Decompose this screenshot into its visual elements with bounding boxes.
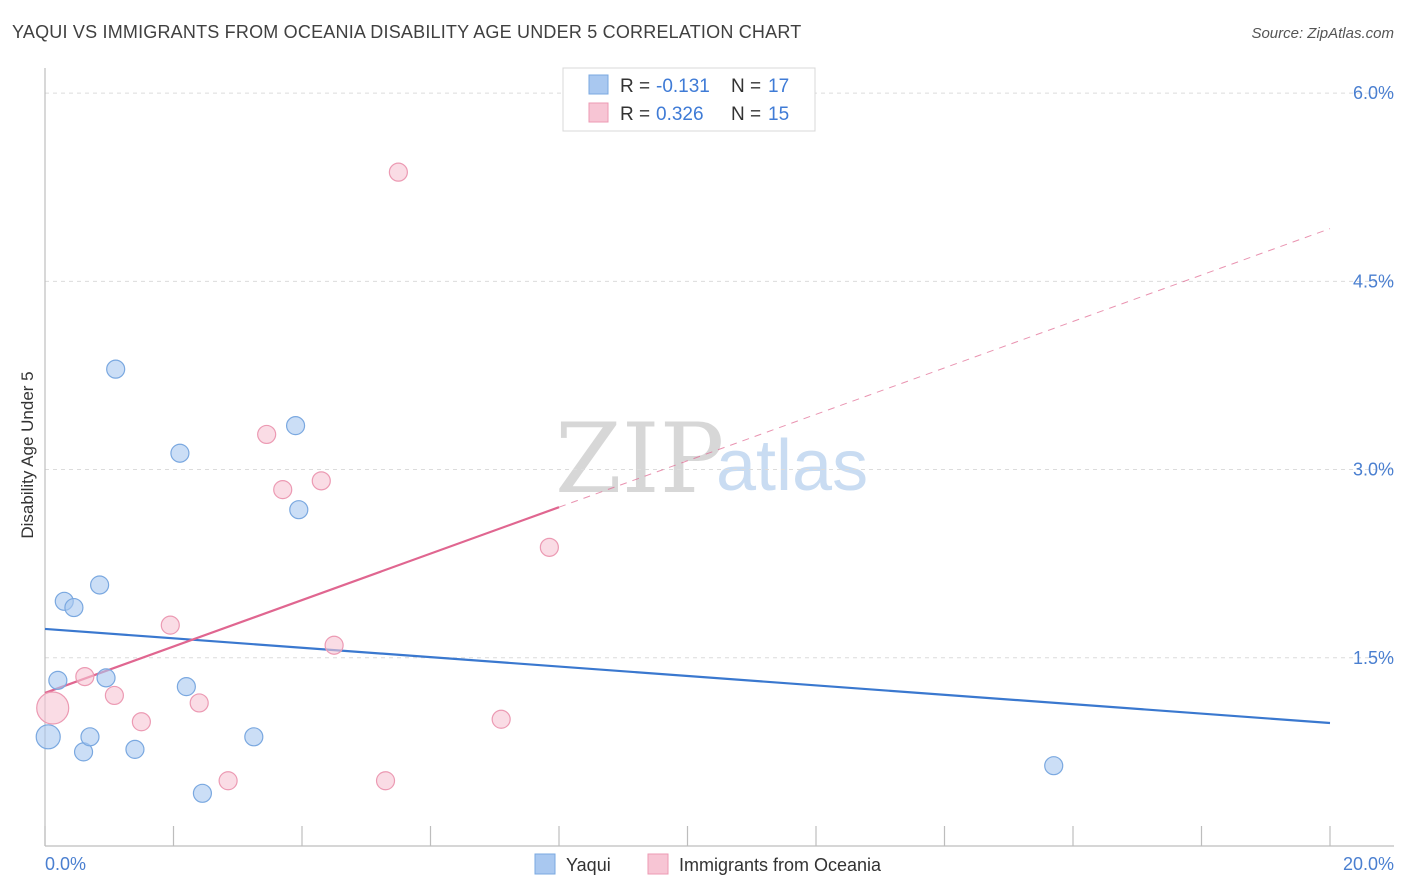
point-yaqui: [285, 416, 306, 436]
point-oceania: [539, 537, 559, 557]
point-oceania: [160, 615, 180, 635]
point-oceania: [257, 424, 277, 445]
point-oceania: [189, 693, 209, 713]
series-legend-label-yaqui: Yaqui: [566, 855, 611, 875]
point-yaqui: [1044, 756, 1064, 776]
point-yaqui: [125, 739, 145, 759]
legend-r-label-oceania: R =: [620, 104, 650, 125]
point-oceania: [324, 635, 344, 655]
data-points: [35, 162, 1064, 803]
x-tick-label-max: 20.0%: [1343, 854, 1394, 874]
legend-swatch-yaqui: [588, 74, 609, 95]
point-oceania: [311, 471, 331, 491]
point-oceania: [491, 709, 511, 729]
trend-line-extension-1: [558, 228, 1331, 508]
series-legend-swatch-yaqui: [534, 853, 556, 875]
point-yaqui: [80, 727, 100, 747]
watermark-zip: ZIP: [555, 403, 724, 515]
trend-line-1: [44, 506, 560, 694]
point-oceania: [375, 771, 396, 791]
point-oceania: [36, 691, 70, 725]
point-yaqui: [244, 727, 264, 747]
point-yaqui: [48, 670, 68, 690]
legend-n-label-oceania: N =: [731, 104, 761, 125]
watermark-atlas: atlas: [716, 426, 868, 506]
trend-lines: [44, 228, 1331, 725]
watermark: ZIP atlas: [555, 403, 868, 515]
point-yaqui: [192, 783, 213, 803]
chart-title: YAQUI VS IMMIGRANTS FROM OCEANIA DISABIL…: [12, 22, 801, 42]
point-oceania: [104, 685, 124, 706]
point-yaqui: [90, 575, 110, 595]
y-axis-title: Disability Age Under 5: [18, 371, 37, 538]
point-oceania: [75, 666, 95, 687]
x-tick-label-min: 0.0%: [45, 854, 86, 874]
legend-r-value-yaqui: -0.131: [656, 76, 710, 97]
trend-line-0: [44, 627, 1331, 725]
series-legend: Yaqui Immigrants from Oceania: [534, 853, 882, 875]
point-oceania: [273, 480, 293, 500]
point-oceania: [218, 771, 238, 791]
gridlines: [45, 92, 1394, 659]
legend-n-value-yaqui: 17: [768, 76, 789, 97]
legend-n-value-oceania: 15: [768, 104, 789, 125]
legend-r-label-yaqui: R =: [620, 76, 650, 97]
correlation-legend: R = -0.131 N = 17 R = 0.326 N = 15: [562, 67, 816, 132]
point-yaqui: [170, 443, 190, 463]
series-legend-swatch-oceania: [647, 853, 669, 875]
y-tick-label: 6.0%: [1353, 83, 1394, 103]
y-tick-label: 3.0%: [1353, 460, 1394, 480]
point-yaqui: [289, 500, 309, 520]
series-legend-label-oceania: Immigrants from Oceania: [679, 855, 882, 875]
chart-source: Source: ZipAtlas.com: [1251, 25, 1394, 42]
y-tick-labels: 1.5% 3.0% 4.5% 6.0%: [1353, 83, 1394, 668]
point-yaqui: [176, 677, 196, 697]
point-yaqui: [64, 597, 84, 618]
legend-r-value-oceania: 0.326: [656, 104, 704, 125]
legend-n-label-yaqui: N =: [731, 76, 761, 97]
y-tick-label: 1.5%: [1353, 648, 1394, 668]
x-axis-ticks: [44, 826, 1331, 846]
point-yaqui: [106, 359, 126, 379]
point-oceania: [388, 162, 408, 182]
legend-swatch-oceania: [588, 102, 609, 123]
point-yaqui: [35, 724, 61, 750]
point-oceania: [131, 712, 151, 732]
point-yaqui: [96, 668, 116, 688]
y-tick-label: 4.5%: [1353, 271, 1394, 291]
